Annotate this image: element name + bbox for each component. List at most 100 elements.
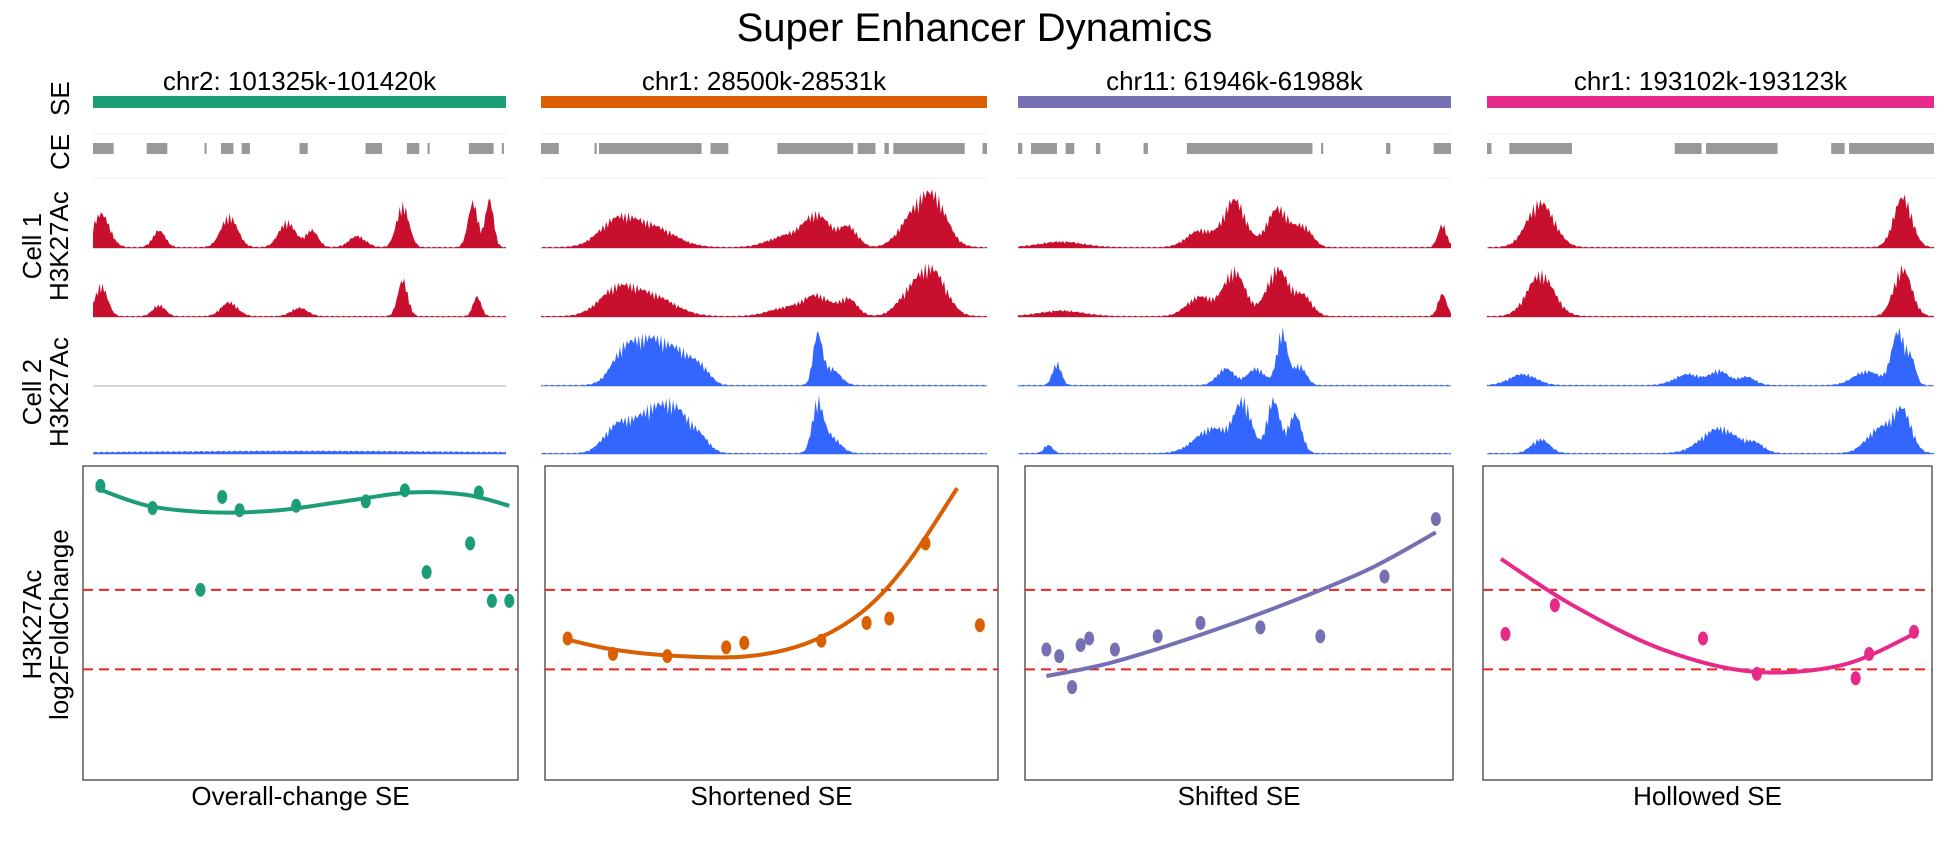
ce-block: [541, 143, 559, 154]
ce-block: [221, 143, 234, 154]
cell2-signal-track: [1487, 327, 1934, 386]
data-point: [486, 593, 497, 608]
data-point: [1084, 631, 1095, 646]
data-point: [465, 536, 476, 551]
category-label-4: Hollowed SE: [1633, 781, 1782, 811]
data-point: [1315, 629, 1326, 644]
se-bar: [93, 96, 506, 108]
data-point: [217, 489, 228, 504]
data-point: [974, 618, 985, 633]
category-label-1: Overall-change SE: [191, 781, 410, 811]
ce-block: [501, 143, 504, 154]
cell2-signal-track: [541, 394, 987, 454]
data-point: [884, 611, 895, 626]
scatter-panel-frame: [82, 465, 519, 781]
cell2-signal-track: [1018, 395, 1451, 454]
region-label-4: chr1: 193102k-193123k: [1573, 66, 1848, 96]
ce-block: [777, 143, 854, 154]
ce-block: [1186, 143, 1313, 154]
ce-block: [1831, 143, 1845, 154]
ce-block: [146, 143, 168, 154]
data-point: [291, 498, 302, 513]
ce-track-label: CE: [44, 133, 75, 170]
trend-curve: [95, 486, 510, 515]
cell1-signal-track: [1487, 194, 1934, 248]
ce-block: [299, 143, 308, 154]
scatter-panel-frame: [1024, 465, 1454, 781]
figure-title: Super Enhancer Dynamics: [736, 6, 1213, 50]
data-point: [360, 494, 371, 509]
ce-block: [1386, 143, 1391, 154]
ce-block: [1095, 143, 1101, 154]
data-point: [1909, 624, 1920, 639]
ce-block: [884, 143, 889, 154]
scatter-panel-frame: [544, 465, 999, 781]
data-point: [399, 483, 410, 498]
ce-block: [1143, 143, 1148, 154]
data-point: [1075, 638, 1086, 653]
cell1-track-label: Cell 1 H3K27Ac: [16, 191, 74, 301]
data-point: [1152, 629, 1163, 644]
data-point: [721, 640, 732, 655]
ce-block: [1487, 143, 1492, 154]
ce-block: [1509, 143, 1572, 154]
data-point: [1500, 627, 1511, 642]
data-point: [920, 536, 931, 551]
ce-block: [594, 143, 597, 154]
data-point: [739, 635, 750, 650]
data-point: [1864, 646, 1875, 661]
ce-block: [893, 143, 965, 154]
trend-curve: [562, 487, 959, 660]
ce-block: [1018, 143, 1023, 154]
category-label-2: Shortened SE: [690, 781, 853, 811]
data-point: [95, 478, 106, 493]
se-bar: [1487, 96, 1934, 108]
data-point: [1430, 512, 1441, 527]
data-point: [1698, 631, 1709, 646]
scatter-panel-frame: [1482, 465, 1933, 781]
data-point: [1379, 569, 1390, 584]
data-point: [861, 616, 872, 630]
region-label-2: chr1: 28500k-28531k: [641, 66, 887, 96]
data-point: [504, 593, 515, 608]
cell1-signal-track: [1487, 264, 1934, 317]
cell1-signal-track: [1018, 199, 1451, 248]
data-point: [662, 649, 673, 664]
data-point: [1195, 616, 1206, 630]
cell1-signal-track: [1018, 265, 1451, 317]
ce-block: [365, 143, 383, 154]
ce-block: [1674, 143, 1702, 154]
region-label-1: chr2: 101325k-101420k: [162, 66, 437, 96]
data-point: [147, 501, 158, 516]
data-point: [1751, 666, 1762, 681]
ce-block: [427, 143, 430, 154]
se-bar: [1018, 96, 1451, 108]
data-point: [1054, 649, 1065, 664]
data-point: [1041, 642, 1052, 657]
cell2-signal-track: [93, 450, 506, 454]
ce-block: [468, 143, 494, 154]
data-point: [195, 582, 206, 597]
cell2-signal-track: [1487, 405, 1934, 454]
trend-curve: [1499, 557, 1915, 675]
cell2-track-label: Cell 2 H3K27Ac: [16, 337, 74, 447]
cell1-signal-track: [93, 278, 506, 317]
data-point: [607, 646, 618, 661]
ce-block: [1065, 143, 1075, 154]
cell2-signal-track: [1018, 326, 1451, 386]
ce-block: [1849, 143, 1934, 154]
category-label-3: Shifted SE: [1177, 781, 1301, 811]
region-label-3: chr11: 61946k-61988k: [1106, 66, 1363, 96]
ce-block: [982, 143, 987, 154]
y-axis-label: H3K27Ac log2FoldChange: [16, 528, 74, 720]
ce-block: [1321, 143, 1324, 154]
data-point: [562, 631, 573, 646]
ce-block: [710, 143, 729, 154]
ce-block: [857, 143, 876, 154]
ce-block: [93, 143, 114, 154]
ce-block: [406, 143, 420, 154]
se-bar: [541, 96, 987, 108]
ce-block: [241, 143, 250, 154]
ce-block: [204, 143, 207, 154]
